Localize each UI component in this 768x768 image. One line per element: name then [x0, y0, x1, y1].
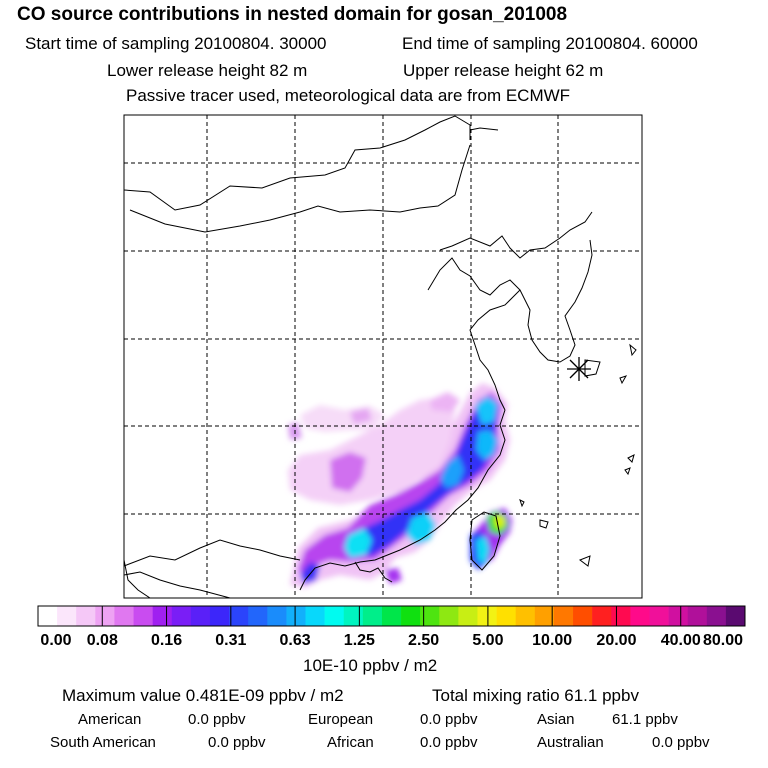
- colorbar-swatch: [248, 606, 268, 626]
- colorbar-swatch: [362, 606, 383, 626]
- american-label: American: [78, 711, 142, 728]
- colorbar-swatch: [229, 606, 249, 626]
- colorbar-swatch: [133, 606, 153, 626]
- african-label: African: [327, 734, 374, 751]
- colorbar-swatch: [38, 606, 58, 626]
- colorbar-swatch: [611, 606, 631, 626]
- tracer-note: Passive tracer used, meteorological data…: [126, 86, 571, 105]
- end-time-label: End time of sampling 20100804. 60000: [402, 34, 698, 53]
- receptor-marker: [567, 357, 591, 381]
- colorbar-swatch: [439, 606, 459, 626]
- colorbar-swatch: [95, 606, 115, 626]
- colorbar-swatch: [171, 606, 192, 626]
- colorbar-tick-label: 0.08: [86, 632, 118, 649]
- colorbar-swatch: [305, 606, 325, 626]
- colorbar-tick-label: 5.00: [472, 632, 504, 649]
- colorbar-tick-label: 0.00: [40, 632, 72, 649]
- map-frame: [123, 114, 643, 599]
- south-american-value: 0.0 ppbv: [208, 734, 266, 751]
- colorbar-swatch: [496, 606, 516, 626]
- colorbar-swatch: [706, 606, 727, 626]
- colorbar-tick-label: 10.00: [532, 632, 573, 649]
- australian-value: 0.0 ppbv: [652, 734, 710, 751]
- colorbar-tick-label: 40.00: [660, 632, 701, 649]
- colorbar-swatch: [343, 606, 364, 626]
- max-value: Maximum value 0.481E-09 ppbv / m2: [62, 686, 344, 705]
- colorbar-swatch: [534, 606, 555, 626]
- lower-release-label: Lower release height 82 m: [107, 61, 308, 80]
- concentration-field: [124, 115, 642, 598]
- south-american-label: South American: [50, 734, 156, 751]
- colorbar-tick-label: 0.31: [215, 632, 247, 649]
- colorbar-swatch: [630, 606, 650, 626]
- map-title: CO source contributions in nested domain…: [17, 4, 568, 25]
- colorbar-swatch: [477, 606, 497, 626]
- total-mixing-ratio: Total mixing ratio 61.1 ppbv: [432, 686, 639, 705]
- colorbar-swatch: [286, 606, 306, 626]
- asian-value: 61.1 ppbv: [612, 711, 678, 728]
- colorbar-swatch: [420, 606, 440, 626]
- colorbar-swatch: [381, 606, 402, 626]
- colorbar-tick-label: 80.00: [702, 632, 744, 649]
- colorbar-swatch: [209, 606, 230, 626]
- colorbar-tick-label: 0.63: [279, 632, 311, 649]
- colorbar-tick-label: 1.25: [343, 632, 375, 649]
- grid-lines: [124, 115, 642, 598]
- colorbar-swatch: [573, 606, 593, 626]
- colorbar-units: 10E-10 ppbv / m2: [303, 656, 438, 675]
- upper-release-label: Upper release height 62 m: [403, 61, 604, 80]
- european-value: 0.0 ppbv: [420, 711, 478, 728]
- colorbar-swatch: [267, 606, 287, 626]
- colorbar-swatch: [592, 606, 612, 626]
- colorbar-swatch: [725, 606, 746, 626]
- colorbar-swatch: [152, 606, 173, 626]
- start-time-label: Start time of sampling 20100804. 30000: [25, 34, 327, 53]
- colorbar-swatch: [649, 606, 669, 626]
- african-value: 0.0 ppbv: [420, 734, 478, 751]
- colorbar-swatch: [324, 606, 345, 626]
- colorbar-swatch: [687, 606, 708, 626]
- american-value: 0.0 ppbv: [188, 711, 246, 728]
- coastline: [124, 115, 637, 598]
- colorbar-tick-label: 20.00: [596, 632, 637, 649]
- colorbar-swatch: [114, 606, 134, 626]
- asian-label: Asian: [537, 711, 575, 728]
- colorbar-swatch: [515, 606, 536, 626]
- colorbar-swatch: [458, 606, 478, 626]
- colorbar-swatch: [668, 606, 688, 626]
- colorbar-swatch: [76, 606, 96, 626]
- colorbar-swatch: [190, 606, 211, 626]
- australian-label: Australian: [537, 734, 604, 751]
- colorbar-tick-label: 2.50: [408, 632, 440, 649]
- colorbar-tick-label: 0.16: [150, 632, 183, 649]
- colorbar-swatch: [401, 606, 421, 626]
- european-label: European: [308, 711, 374, 728]
- colorbar-swatch: [57, 606, 77, 626]
- colorbar-swatch: [553, 606, 574, 626]
